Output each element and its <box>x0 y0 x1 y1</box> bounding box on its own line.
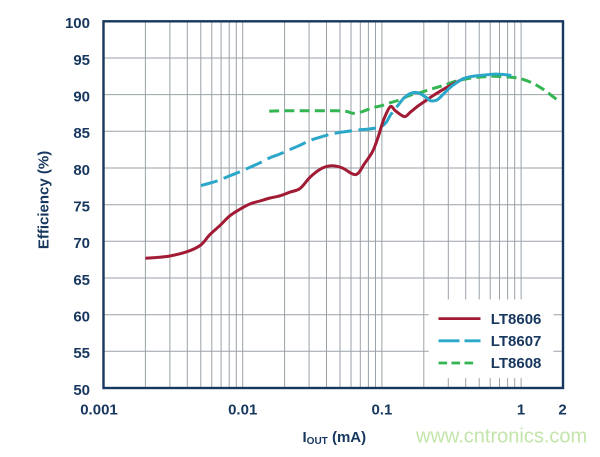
svg-text:www.cntronics.com: www.cntronics.com <box>415 426 587 448</box>
svg-text:1: 1 <box>517 402 525 419</box>
svg-text:65: 65 <box>73 272 90 289</box>
svg-text:50: 50 <box>73 382 90 399</box>
svg-text:80: 80 <box>73 162 90 179</box>
svg-text:0.01: 0.01 <box>228 402 257 419</box>
svg-text:60: 60 <box>73 309 90 326</box>
svg-text:95: 95 <box>73 52 90 69</box>
svg-text:2: 2 <box>558 402 566 419</box>
svg-text:0.1: 0.1 <box>371 402 392 419</box>
svg-text:LT8608: LT8608 <box>491 355 542 372</box>
svg-text:90: 90 <box>73 88 90 105</box>
svg-text:75: 75 <box>73 199 90 216</box>
svg-text:70: 70 <box>73 235 90 252</box>
svg-text:85: 85 <box>73 125 90 142</box>
svg-text:0.001: 0.001 <box>80 402 118 419</box>
svg-text:55: 55 <box>73 345 90 362</box>
svg-text:Efficiency (%): Efficiency (%) <box>36 151 53 249</box>
svg-text:100: 100 <box>65 15 90 32</box>
svg-text:LT8607: LT8607 <box>491 333 542 350</box>
svg-text:LT8606: LT8606 <box>491 311 542 328</box>
